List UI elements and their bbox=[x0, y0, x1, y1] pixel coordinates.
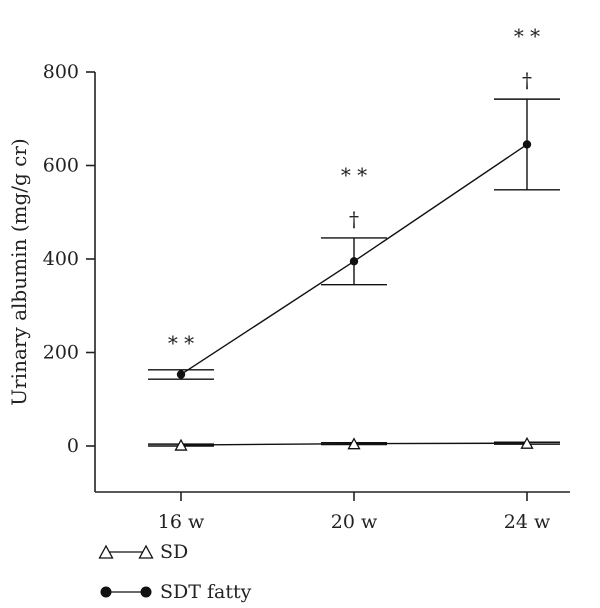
series-sdt-fatty bbox=[148, 98, 560, 380]
y-tick-label-200: 200 bbox=[43, 342, 79, 364]
legend-marker bbox=[138, 544, 154, 559]
annotation-0-0: * * bbox=[168, 331, 194, 355]
data-point bbox=[176, 370, 186, 379]
legend-marker bbox=[100, 586, 112, 598]
y-tick-label-800: 800 bbox=[43, 61, 79, 83]
x-tick-labels: 16 w 20 w 24 w bbox=[158, 511, 551, 533]
data-point bbox=[349, 257, 359, 266]
axes bbox=[86, 71, 570, 501]
significance-annotations: * * * * † * * † bbox=[168, 24, 540, 355]
legend-label: SDT fatty bbox=[160, 581, 252, 603]
data-point bbox=[520, 436, 534, 449]
series-sd bbox=[148, 436, 560, 451]
y-tick-label-600: 600 bbox=[43, 155, 79, 177]
legend-item: SDT fatty bbox=[100, 581, 252, 603]
legend-marker bbox=[140, 586, 152, 598]
y-tick-labels: 0 200 400 600 800 bbox=[43, 61, 79, 457]
y-tick-label-0: 0 bbox=[67, 435, 79, 457]
annotation-1-0: * * bbox=[341, 163, 367, 187]
y-axis-label: Urinary albumin (mg/g cr) bbox=[7, 138, 31, 405]
y-tick-label-400: 400 bbox=[43, 248, 79, 270]
legend-label: SD bbox=[160, 541, 188, 563]
data-point bbox=[174, 438, 188, 451]
legend-marker bbox=[98, 544, 114, 559]
x-tick-label-2: 24 w bbox=[504, 511, 551, 533]
x-tick-label-1: 20 w bbox=[331, 511, 378, 533]
annotation-1-1: † bbox=[349, 207, 359, 231]
annotation-2-1: † bbox=[522, 68, 532, 92]
legend-item: SD bbox=[98, 541, 188, 563]
series-layer bbox=[148, 98, 560, 451]
annotation-2-0: * * bbox=[514, 24, 540, 48]
data-point bbox=[522, 140, 532, 149]
x-tick-label-0: 16 w bbox=[158, 511, 205, 533]
data-point bbox=[347, 437, 361, 450]
legend: SD SDT fatty bbox=[98, 541, 252, 603]
